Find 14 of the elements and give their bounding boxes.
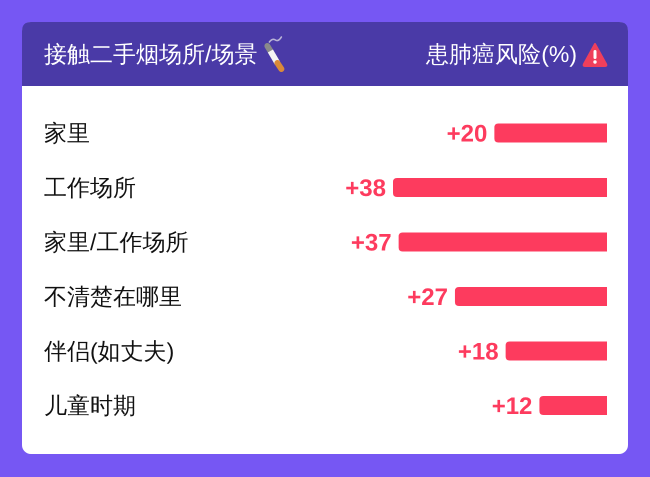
category: 工作场所	[44, 174, 136, 200]
category: 家里/工作场所	[44, 229, 188, 255]
y-axis-title: 接触二手烟场所/场景	[44, 41, 258, 67]
data-label: +38	[345, 175, 386, 202]
category: 儿童时期	[44, 392, 136, 418]
data-label: +37	[350, 230, 392, 256]
data-label: +20	[446, 120, 488, 148]
data-label: +12	[492, 393, 532, 420]
data-label: +18	[458, 338, 499, 366]
category: 不清楚在哪里	[44, 284, 182, 310]
data-label: +27	[407, 284, 448, 311]
x-axis-title: 患肺癌风险(%)	[425, 41, 577, 67]
category: 伴侣(如丈夫)	[44, 338, 174, 364]
category: 家里	[44, 120, 90, 146]
